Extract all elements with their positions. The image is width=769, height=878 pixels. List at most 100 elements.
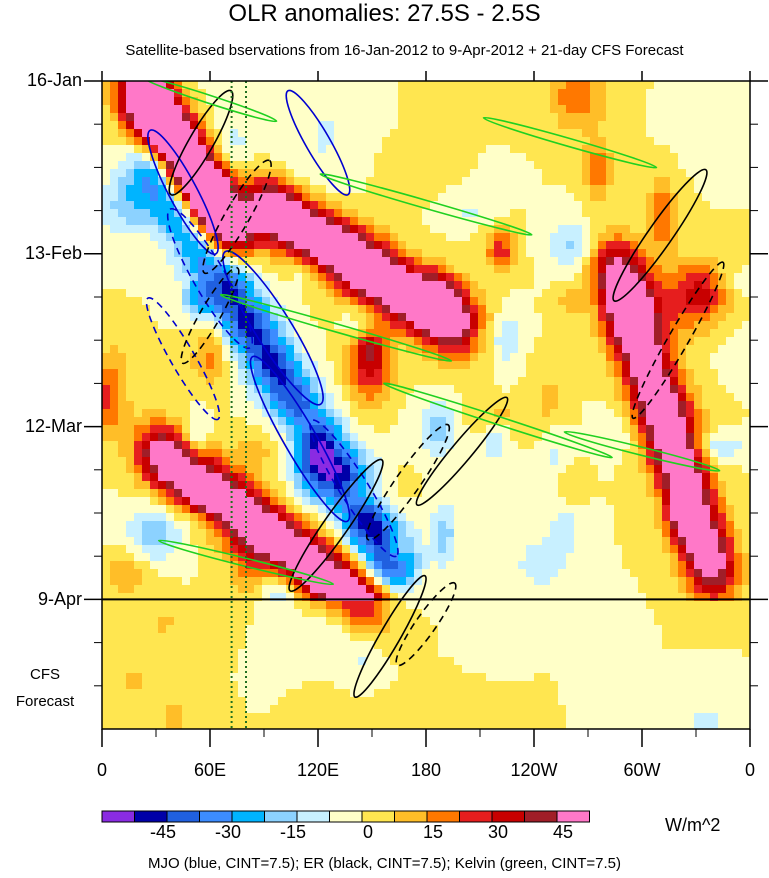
heatmap-cell: [366, 513, 375, 522]
heatmap-cell: [654, 289, 663, 298]
heatmap-cell: [358, 129, 367, 138]
heatmap-cell: [550, 449, 559, 458]
heatmap-cell: [206, 313, 215, 322]
heatmap-cell: [566, 289, 575, 298]
heatmap-cell: [374, 273, 383, 282]
heatmap-cell: [406, 345, 415, 354]
heatmap-cell: [350, 561, 359, 570]
heatmap-cell: [150, 433, 159, 442]
heatmap-cell: [558, 209, 567, 218]
heatmap-cell: [198, 249, 207, 258]
heatmap-cell: [646, 153, 655, 162]
heatmap-cell: [158, 369, 167, 378]
heatmap-cell: [294, 569, 303, 578]
heatmap-cell: [694, 89, 703, 98]
heatmap-cell: [630, 353, 639, 362]
heatmap-cell: [142, 425, 151, 434]
heatmap-cell: [558, 145, 567, 154]
heatmap-cell: [158, 321, 167, 330]
heatmap-cell: [118, 177, 127, 186]
heatmap-cell: [190, 329, 199, 338]
heatmap-cell: [390, 145, 399, 154]
heatmap-cell: [318, 329, 327, 338]
heatmap-cell: [174, 457, 183, 466]
heatmap-cell: [734, 457, 743, 466]
heatmap-cell: [246, 257, 255, 266]
heatmap-cell: [262, 81, 271, 90]
heatmap-cell: [318, 473, 327, 482]
heatmap-cell: [542, 225, 551, 234]
heatmap-cell: [742, 305, 750, 314]
heatmap-cell: [694, 177, 703, 186]
heatmap-cell: [694, 385, 703, 394]
heatmap-cell: [550, 121, 559, 130]
heatmap-cell: [734, 289, 743, 298]
heatmap-cell: [518, 529, 527, 538]
heatmap-cell: [702, 113, 711, 122]
heatmap-cell: [302, 105, 311, 114]
heatmap-cell: [510, 233, 519, 242]
heatmap-cell: [230, 473, 239, 482]
heatmap-cell: [158, 561, 167, 570]
heatmap-cell: [118, 441, 127, 450]
heatmap-cell: [110, 545, 119, 554]
heatmap-cell: [414, 385, 423, 394]
heatmap-cell: [382, 449, 391, 458]
heatmap-cell: [718, 273, 727, 282]
heatmap-cell: [638, 473, 647, 482]
heatmap-cell: [206, 217, 215, 226]
heatmap-cell: [502, 121, 511, 130]
heatmap-cell: [462, 161, 471, 170]
heatmap-cell: [254, 209, 263, 218]
heatmap-cell: [374, 401, 383, 410]
heatmap-cell: [518, 401, 527, 410]
heatmap-cell: [246, 81, 255, 90]
heatmap-cell: [438, 489, 447, 498]
heatmap-cell: [606, 137, 615, 146]
heatmap-cell: [558, 489, 567, 498]
heatmap-cell: [150, 321, 159, 330]
heatmap-cell: [694, 113, 703, 122]
heatmap-cell: [118, 193, 127, 202]
heatmap-cell: [134, 225, 143, 234]
heatmap-cell: [150, 377, 159, 386]
heatmap-cell: [262, 257, 271, 266]
heatmap-cell: [654, 553, 663, 562]
heatmap-cell: [238, 337, 247, 346]
heatmap-cell: [638, 145, 647, 154]
heatmap-cell: [534, 441, 543, 450]
heatmap-cell: [262, 193, 271, 202]
heatmap-cell: [670, 81, 679, 90]
heatmap-cell: [406, 281, 415, 290]
heatmap-cell: [326, 393, 335, 402]
heatmap-cell: [238, 241, 247, 250]
heatmap-cell: [670, 433, 679, 442]
heatmap-cell: [574, 369, 583, 378]
heatmap-cell: [222, 345, 231, 354]
heatmap-cell: [726, 313, 735, 322]
heatmap-cell: [702, 105, 711, 114]
heatmap-cell: [326, 473, 335, 482]
heatmap-cell: [142, 113, 151, 122]
heatmap-cell: [742, 553, 750, 562]
heatmap-cell: [630, 161, 639, 170]
heatmap-cell: [222, 457, 231, 466]
heatmap-cell: [678, 169, 687, 178]
heatmap-cell: [142, 385, 151, 394]
heatmap-cell: [430, 481, 439, 490]
heatmap-cell: [574, 161, 583, 170]
heatmap-cell: [550, 289, 559, 298]
heatmap-cell: [622, 129, 631, 138]
heatmap-cell: [518, 137, 527, 146]
heatmap-cell: [702, 497, 711, 506]
heatmap-cell: [526, 481, 535, 490]
heatmap-cell: [598, 521, 607, 530]
heatmap-cell: [334, 433, 343, 442]
heatmap-cell: [334, 321, 343, 330]
heatmap-cell: [118, 505, 127, 514]
heatmap-cell: [310, 433, 319, 442]
heatmap-cell: [102, 329, 111, 338]
heatmap-cell: [422, 89, 431, 98]
heatmap-cell: [158, 113, 167, 122]
heatmap-cell: [574, 337, 583, 346]
